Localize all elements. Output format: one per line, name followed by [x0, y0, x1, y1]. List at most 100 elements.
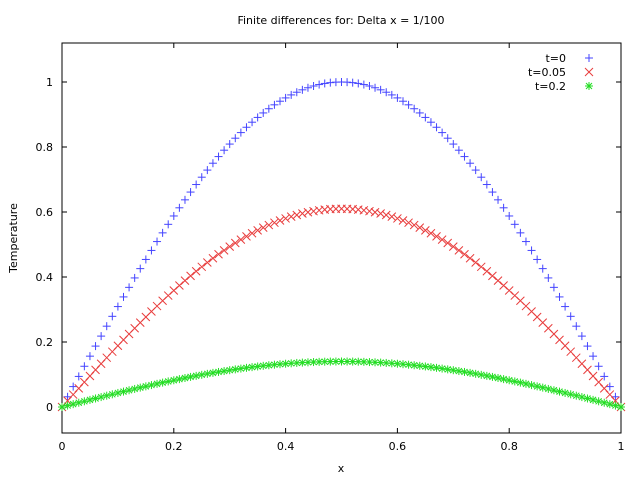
y-tick-label: 0.4 — [36, 271, 54, 284]
data-point — [426, 228, 436, 238]
data-point — [85, 352, 94, 361]
data-point — [432, 232, 441, 241]
data-point — [600, 398, 609, 407]
data-point — [225, 242, 235, 251]
data-point — [494, 195, 503, 204]
data-point — [477, 173, 486, 182]
data-point — [202, 258, 212, 267]
data-point — [617, 403, 625, 411]
data-point — [404, 100, 413, 109]
data-point — [141, 382, 150, 391]
data-point — [264, 361, 273, 370]
data-point — [309, 206, 318, 216]
data-point — [494, 373, 503, 382]
data-point — [398, 216, 408, 225]
data-point — [247, 228, 257, 238]
data-point — [454, 245, 464, 255]
data-point — [482, 180, 491, 189]
data-point — [298, 85, 307, 94]
data-point — [275, 216, 285, 225]
data-point — [248, 363, 257, 372]
data-point — [454, 367, 463, 376]
data-point — [208, 253, 218, 263]
data-point — [438, 128, 447, 137]
data-point — [499, 375, 508, 384]
data-point — [594, 397, 603, 406]
series-t=0.2 — [58, 357, 625, 411]
data-point — [253, 113, 262, 122]
data-point — [477, 370, 486, 379]
y-axis-label: Temperature — [7, 203, 20, 274]
data-point — [85, 395, 94, 404]
data-point — [605, 400, 614, 409]
data-point — [169, 376, 178, 385]
data-point — [410, 104, 419, 113]
data-point — [91, 342, 100, 351]
data-point — [387, 212, 397, 221]
data-point — [426, 118, 435, 127]
data-point — [197, 262, 207, 272]
data-point — [421, 113, 430, 122]
data-point — [286, 212, 296, 221]
data-point — [180, 276, 190, 285]
data-point — [192, 371, 201, 380]
x-axis-ticks: 0 0.2 0.4 0.6 0.8 1 — [59, 43, 625, 453]
data-point — [258, 223, 268, 232]
data-point — [538, 383, 547, 392]
data-point — [415, 108, 424, 117]
data-point — [175, 375, 184, 384]
data-point — [102, 322, 111, 331]
data-point — [298, 209, 307, 218]
data-point — [91, 394, 100, 403]
data-point — [270, 360, 279, 369]
data-point — [125, 283, 134, 292]
series-t=0.05 — [57, 204, 626, 412]
data-point — [365, 358, 374, 367]
data-point — [63, 401, 72, 410]
data-point — [242, 123, 251, 132]
data-point — [589, 395, 598, 404]
data-point — [169, 211, 178, 220]
data-point — [589, 352, 598, 361]
data-point — [555, 292, 564, 301]
data-point — [432, 123, 441, 132]
data-point — [125, 386, 134, 395]
y-tick-label: 0 — [46, 401, 53, 414]
data-point — [303, 207, 313, 217]
x-tick-label: 0.2 — [165, 440, 183, 453]
data-point — [186, 188, 195, 197]
data-point — [516, 228, 525, 237]
data-point — [141, 255, 150, 264]
x-axis-label: x — [338, 462, 345, 475]
data-point — [488, 188, 497, 197]
x-tick-label: 0.6 — [389, 440, 407, 453]
data-point — [398, 97, 407, 106]
data-point — [276, 97, 285, 106]
data-point — [493, 276, 503, 285]
data-point — [527, 381, 536, 390]
data-point — [566, 390, 575, 399]
data-point — [281, 214, 290, 223]
data-point — [365, 82, 374, 91]
data-point — [410, 361, 419, 370]
data-point — [527, 246, 536, 255]
data-point — [415, 361, 424, 370]
data-point — [69, 382, 78, 391]
data-point — [404, 360, 413, 369]
data-point — [259, 361, 268, 370]
data-point — [74, 398, 83, 407]
data-point — [259, 108, 268, 117]
data-point — [186, 372, 195, 381]
data-point — [236, 128, 245, 137]
data-point — [315, 80, 324, 89]
data-point — [248, 118, 257, 127]
data-point — [74, 372, 83, 381]
y-tick-label: 0.6 — [36, 206, 54, 219]
x-tick-label: 0 — [59, 440, 66, 453]
data-point — [476, 262, 486, 272]
data-point — [175, 203, 184, 212]
data-point — [448, 242, 458, 251]
data-point — [309, 82, 318, 91]
data-point — [421, 362, 430, 371]
data-point — [460, 152, 469, 161]
